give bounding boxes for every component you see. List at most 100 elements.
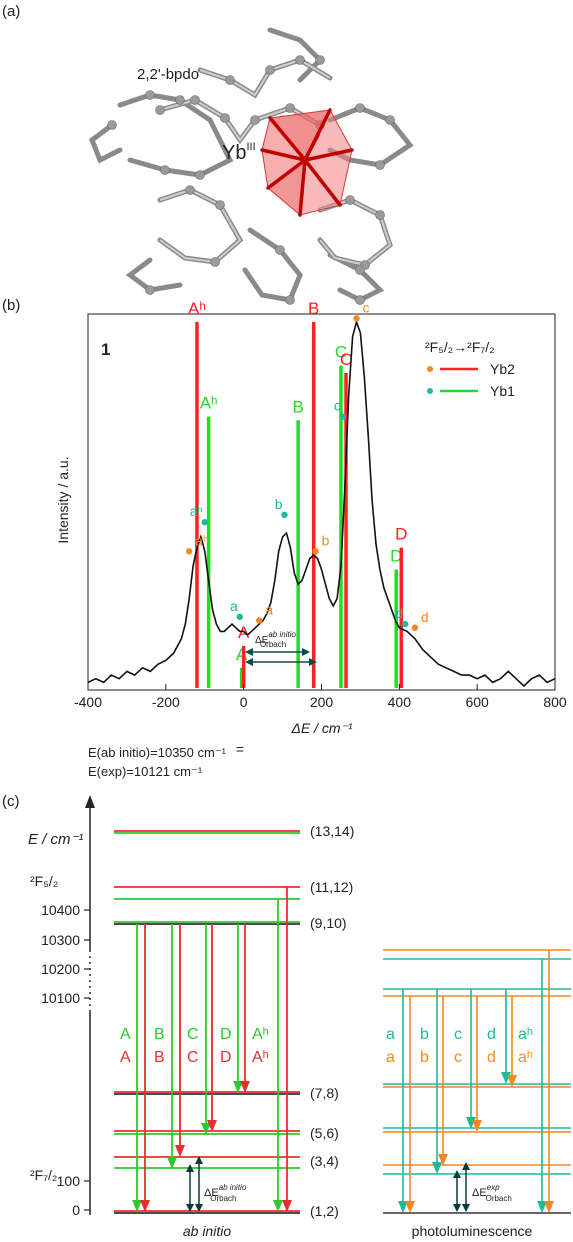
right-caption: photoluminescence xyxy=(412,1223,533,1239)
legend: Yb2 Yb1 xyxy=(427,361,515,399)
ab-label-ah-red: Aʰ xyxy=(252,1049,269,1066)
stick-label-yb1-0: Aʰ xyxy=(200,394,218,413)
pl-label-c-orange: c xyxy=(454,1049,462,1066)
orbach-label-exp: ΔEexp Orbach xyxy=(472,1183,512,1203)
point-label-yb2-1: a xyxy=(265,601,273,617)
stick-label-yb2-0: Aʰ xyxy=(188,299,206,318)
lower-term-label: ²F₇/₂ xyxy=(30,1167,57,1183)
pl-transition-labels: a a b b c c d d aʰ aʰ xyxy=(386,1026,533,1066)
ab-label-b-red: B xyxy=(154,1049,165,1066)
point-yb2-1 xyxy=(256,617,263,624)
plot-frame xyxy=(87,313,556,691)
legend-label-yb2: Yb2 xyxy=(490,361,515,377)
point-label-yb2-3: c xyxy=(363,299,370,315)
panel-label-c: (c) xyxy=(2,793,20,810)
compound-label: 1 xyxy=(101,340,110,359)
axis-ticks-c xyxy=(84,909,90,1211)
pl-label-a-teal: a xyxy=(386,1026,395,1043)
ab-label-d-red: D xyxy=(220,1049,232,1066)
tick-10100: 10100 xyxy=(41,990,80,1006)
level-label-13-14: (13,14) xyxy=(310,823,354,839)
panel-a: 2,2'-bpdo YbIII (a) xyxy=(2,3,414,305)
pl-label-ah-orange: aʰ xyxy=(518,1049,533,1066)
point-label-yb1-3: c xyxy=(334,398,341,414)
point-yb1-3 xyxy=(339,413,347,420)
level-label-11-12: (11,12) xyxy=(310,879,353,895)
panel-label-b: (b) xyxy=(2,297,20,314)
pl-label-d-orange: d xyxy=(487,1049,496,1066)
orbach-arrow-ab-initio xyxy=(186,1156,203,1212)
point-label-yb2-2: b xyxy=(322,532,330,548)
ligand-label: 2,2'-bpdo xyxy=(137,66,199,83)
pl-label-b-orange: b xyxy=(420,1049,429,1066)
ab-label-c-green: C xyxy=(187,1026,199,1043)
stick-label-yb2-4: D xyxy=(395,525,407,544)
pl-label-a-orange: a xyxy=(386,1049,395,1066)
point-yb2-0 xyxy=(185,548,193,555)
left-caption: ab initio xyxy=(183,1223,231,1239)
point-yb1-1 xyxy=(236,613,243,621)
legend-label-yb1: Yb1 xyxy=(490,383,515,399)
x-tick-label-0: -400 xyxy=(74,694,102,710)
pl-label-d-teal: d xyxy=(487,1026,496,1043)
point-label-yb1-0: aʰ xyxy=(190,503,203,519)
energy-note-exp: E(exp)=10121 cm⁻¹ xyxy=(88,764,203,779)
tick-10200: 10200 xyxy=(41,961,80,977)
level-label-9-10: (9,10) xyxy=(310,915,347,931)
pl-label-b-teal: b xyxy=(420,1026,429,1043)
legend-dot-yb1 xyxy=(427,388,433,394)
ab-initio-levels xyxy=(114,830,300,1214)
legend-title: ²F₅/₂→²F₇/₂ xyxy=(425,339,495,355)
yb-atom xyxy=(301,156,309,164)
level-label-7-8: (7,8) xyxy=(310,1085,339,1101)
point-layer: aʰ a b c d aʰ a b c d xyxy=(185,299,429,631)
spectrum-line xyxy=(87,319,556,688)
x-tick-label-1: -200 xyxy=(152,694,180,710)
ab-label-a-red: A xyxy=(120,1049,131,1066)
x-axis-label: ΔE / cm⁻¹ xyxy=(290,720,352,736)
level-label-1-2: (1,2) xyxy=(310,1203,339,1219)
stick-label-yb2-2: B xyxy=(308,299,319,318)
energy-axis-arrow xyxy=(85,795,95,808)
pl-label-ah-teal: aʰ xyxy=(518,1026,533,1043)
point-yb1-4 xyxy=(401,620,409,628)
yb-bonds xyxy=(260,108,354,217)
level-label-5-6: (5,6) xyxy=(310,1125,339,1141)
stick-label-yb1-4: D xyxy=(390,547,402,566)
metal-label: YbIII xyxy=(222,141,256,164)
ab-label-a-green: A xyxy=(120,1026,131,1043)
point-yb2-4 xyxy=(411,624,419,631)
point-label-yb1-2: b xyxy=(275,496,283,512)
stick-label-yb2-3: C xyxy=(340,350,352,369)
zero-marker: = xyxy=(236,741,244,757)
ab-initio-arrows xyxy=(132,887,292,1212)
pl-arrows xyxy=(398,950,554,1213)
x-axis-ticks: -400 -200 0 200 400 600 800 xyxy=(74,684,567,710)
ab-label-d-green: D xyxy=(220,1026,232,1043)
x-tick-label-2: 0 xyxy=(240,694,248,710)
point-yb2-3 xyxy=(353,315,360,322)
energy-note-abinitio: E(ab initio)=10350 cm⁻¹ xyxy=(88,745,227,760)
orbach-arrow-b: ΔEab initio Orbach xyxy=(245,630,317,666)
point-yb1-0 xyxy=(201,519,208,526)
ab-label-ah-green: Aʰ xyxy=(252,1026,269,1043)
point-label-yb2-0: aʰ xyxy=(195,532,208,548)
point-yb1-2 xyxy=(281,511,288,519)
y-axis-label: Intensity / a.u. xyxy=(55,456,71,543)
tick-0: 0 xyxy=(72,1202,80,1218)
upper-term-label: ²F₅/₂ xyxy=(30,873,58,889)
x-tick-label-6: 800 xyxy=(543,694,567,710)
y-axis-label-c: E / cm⁻¹ xyxy=(28,831,83,848)
tick-100: 100 xyxy=(57,1173,81,1189)
tick-10300: 10300 xyxy=(41,932,80,948)
panel-label-a: (a) xyxy=(2,3,20,20)
legend-dot-yb2 xyxy=(427,366,433,372)
x-tick-label-4: 400 xyxy=(388,694,412,710)
stick-label-yb1-2: B xyxy=(292,397,303,416)
point-label-yb2-4: d xyxy=(421,609,429,625)
ab-label-c-red: C xyxy=(187,1049,199,1066)
orbach-label-ab: ΔEab initio Orbach xyxy=(204,1183,247,1203)
